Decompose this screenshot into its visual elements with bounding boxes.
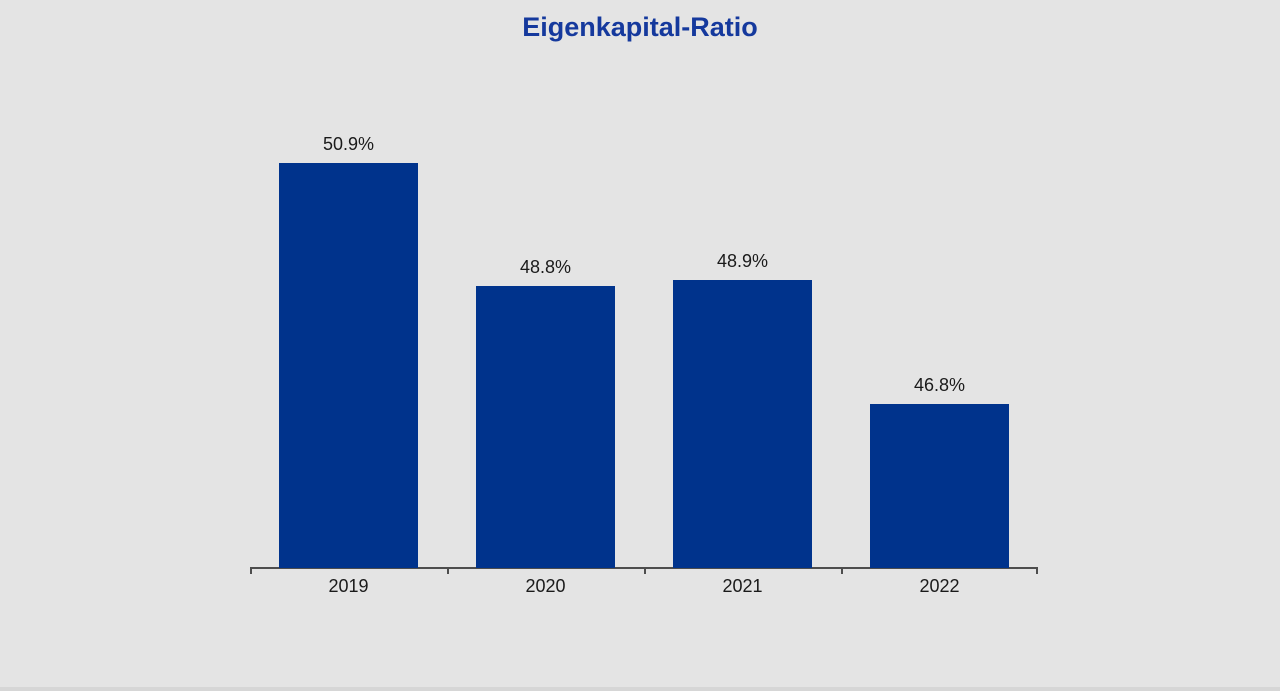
bar-value-label: 46.8%	[913, 375, 966, 395]
x-axis-tick	[644, 568, 646, 574]
x-axis-tick	[841, 568, 843, 574]
bar-group-2020: 48.8% 2020	[447, 98, 644, 596]
plot-area: 50.9% 2019 48.8% 2020 48.9% 2021 46.8% 2022	[250, 98, 1038, 596]
bar-2022	[869, 404, 1010, 568]
bar-group-2022: 46.8% 2022	[841, 98, 1038, 596]
bar-2019	[278, 163, 419, 568]
bar-value-label: 48.9%	[716, 251, 769, 271]
bar-group-2021: 48.9% 2021	[644, 98, 841, 596]
x-tick-label: 2021	[722, 576, 763, 596]
bottom-edge-strip	[0, 687, 1280, 691]
x-tick-label: 2022	[919, 576, 960, 596]
x-axis-tick	[250, 568, 252, 574]
bar-group-2019: 50.9% 2019	[250, 98, 447, 596]
bar-value-label: 50.9%	[322, 134, 375, 154]
chart-title: Eigenkapital-Ratio	[522, 12, 758, 42]
bar-2020	[475, 286, 616, 568]
bar-2021	[672, 280, 813, 568]
x-axis-tick	[1036, 568, 1038, 574]
x-tick-label: 2019	[328, 576, 369, 596]
x-axis-tick	[447, 568, 449, 574]
x-tick-label: 2020	[525, 576, 566, 596]
bar-value-label: 48.8%	[519, 257, 572, 277]
